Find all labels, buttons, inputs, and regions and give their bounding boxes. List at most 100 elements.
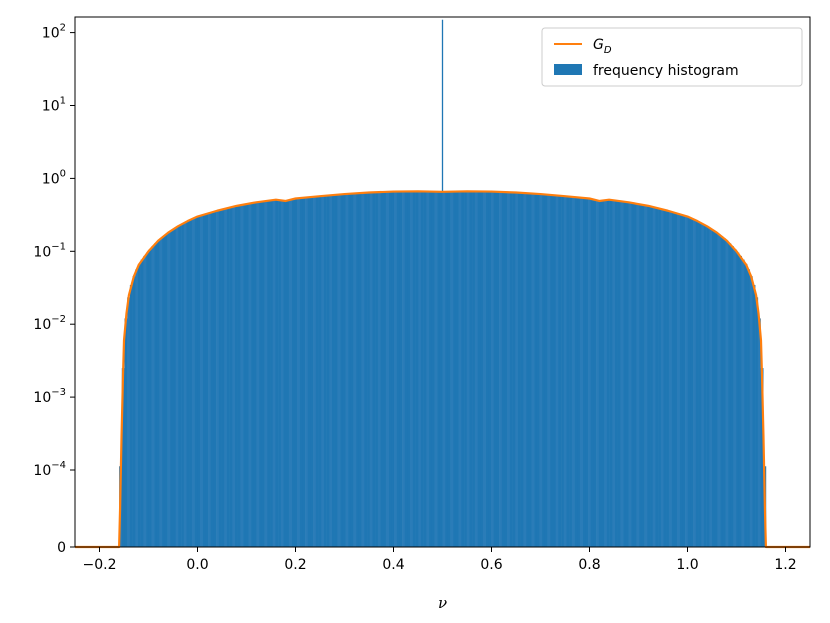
histogram-bar — [623, 201, 627, 547]
histogram-bar — [579, 197, 583, 547]
histogram-bar — [744, 263, 748, 547]
histogram-bar — [633, 203, 637, 547]
histogram-bar — [199, 215, 203, 547]
histogram-bar — [542, 194, 546, 547]
y-tick-label: 10−3 — [33, 387, 66, 406]
histogram-bar — [226, 207, 230, 547]
y-tick-label: 10−1 — [33, 241, 66, 260]
histogram-bar — [137, 263, 141, 547]
histogram-bar — [644, 205, 648, 548]
x-tick-label: 1.0 — [676, 557, 698, 573]
histogram-bars — [119, 191, 767, 548]
histogram-bar — [593, 199, 597, 547]
y-axis: 0 10−4 10−3 10−2 10−1 100 101 102 — [33, 23, 75, 556]
histogram-bar — [278, 200, 282, 548]
histogram-bar — [752, 284, 756, 547]
histogram-bar — [127, 297, 131, 547]
histogram-bar — [245, 203, 249, 548]
histogram-bar — [299, 197, 303, 547]
histogram-bar — [585, 198, 589, 548]
histogram-bar — [261, 201, 265, 548]
histogram-bar — [399, 191, 403, 548]
histogram-bar — [162, 236, 166, 547]
histogram-bar — [652, 207, 656, 547]
histogram-bar — [288, 199, 292, 547]
histogram-bar — [205, 213, 209, 547]
histogram-bar — [380, 192, 384, 547]
histogram-bar — [286, 200, 290, 547]
histogram-bar — [229, 207, 233, 547]
histogram-bar — [210, 212, 214, 547]
histogram-bar — [305, 197, 309, 547]
histogram-bar — [485, 191, 489, 547]
histogram-bar — [507, 192, 511, 548]
histogram-bar — [590, 199, 594, 547]
histogram-bar — [442, 191, 446, 547]
histogram-bar — [189, 219, 193, 547]
histogram-bar — [283, 200, 287, 547]
histogram-bar — [383, 191, 387, 547]
histogram-bar — [377, 192, 381, 547]
histogram-bar — [736, 252, 740, 547]
histogram-bar — [550, 195, 554, 547]
histogram-bar — [315, 196, 319, 547]
histogram-bar — [391, 191, 395, 547]
histogram-bar — [356, 193, 360, 548]
histogram-bar — [464, 191, 468, 547]
histogram-bar — [291, 199, 295, 547]
histogram-bar — [164, 234, 168, 548]
histogram-bar — [604, 200, 608, 548]
histogram-bar — [202, 214, 206, 548]
histogram-bar — [251, 202, 255, 547]
histogram-bar — [407, 191, 411, 547]
histogram-bar — [318, 196, 322, 547]
histogram-bar — [574, 197, 578, 547]
y-tick-label: 102 — [42, 23, 66, 42]
histogram-bar — [676, 213, 680, 547]
histogram-bar — [445, 191, 449, 547]
legend-gd-label: GD — [593, 37, 612, 56]
histogram-bar — [663, 209, 667, 547]
histogram-bar — [234, 205, 238, 547]
histogram-bar — [563, 196, 567, 547]
histogram-bar — [474, 191, 478, 547]
histogram-bar — [671, 212, 675, 547]
histogram-bar — [332, 195, 335, 547]
histogram-bar — [124, 318, 128, 547]
histogram-bar — [348, 193, 352, 548]
histogram-bar — [132, 276, 136, 547]
histogram-bar — [156, 240, 160, 547]
histogram-bar — [647, 205, 651, 547]
histogram-bar — [596, 200, 600, 547]
histogram-bar — [404, 191, 408, 547]
histogram-bar — [437, 191, 441, 547]
histogram-bar — [755, 297, 759, 547]
legend-box — [541, 27, 803, 87]
histogram-bar — [544, 194, 548, 548]
histogram-bar — [197, 216, 201, 547]
histogram-bar — [555, 195, 559, 548]
histogram-bar — [631, 202, 635, 547]
histogram-bar — [453, 191, 457, 547]
histogram-bar — [760, 368, 764, 547]
histogram-bar — [340, 194, 344, 547]
histogram-bar — [685, 216, 689, 547]
histogram-bar — [129, 284, 133, 547]
histogram-bar — [213, 211, 217, 547]
histogram-bar — [385, 191, 389, 548]
histogram-bar — [660, 209, 664, 548]
histogram-bar — [553, 195, 556, 548]
histogram-bar — [509, 192, 513, 547]
histogram-bar — [523, 193, 527, 547]
histogram-bar — [173, 228, 176, 547]
histogram-bar — [272, 199, 276, 547]
histogram-bar — [730, 246, 734, 547]
histogram-bar — [512, 192, 516, 547]
histogram-bar — [614, 200, 618, 547]
histogram-bar — [216, 210, 220, 547]
histogram-bar — [728, 243, 732, 548]
histogram-bar — [601, 200, 605, 547]
histogram-bar — [458, 191, 462, 547]
histogram-bar — [636, 203, 640, 548]
x-tick-label: 0.0 — [186, 557, 208, 573]
